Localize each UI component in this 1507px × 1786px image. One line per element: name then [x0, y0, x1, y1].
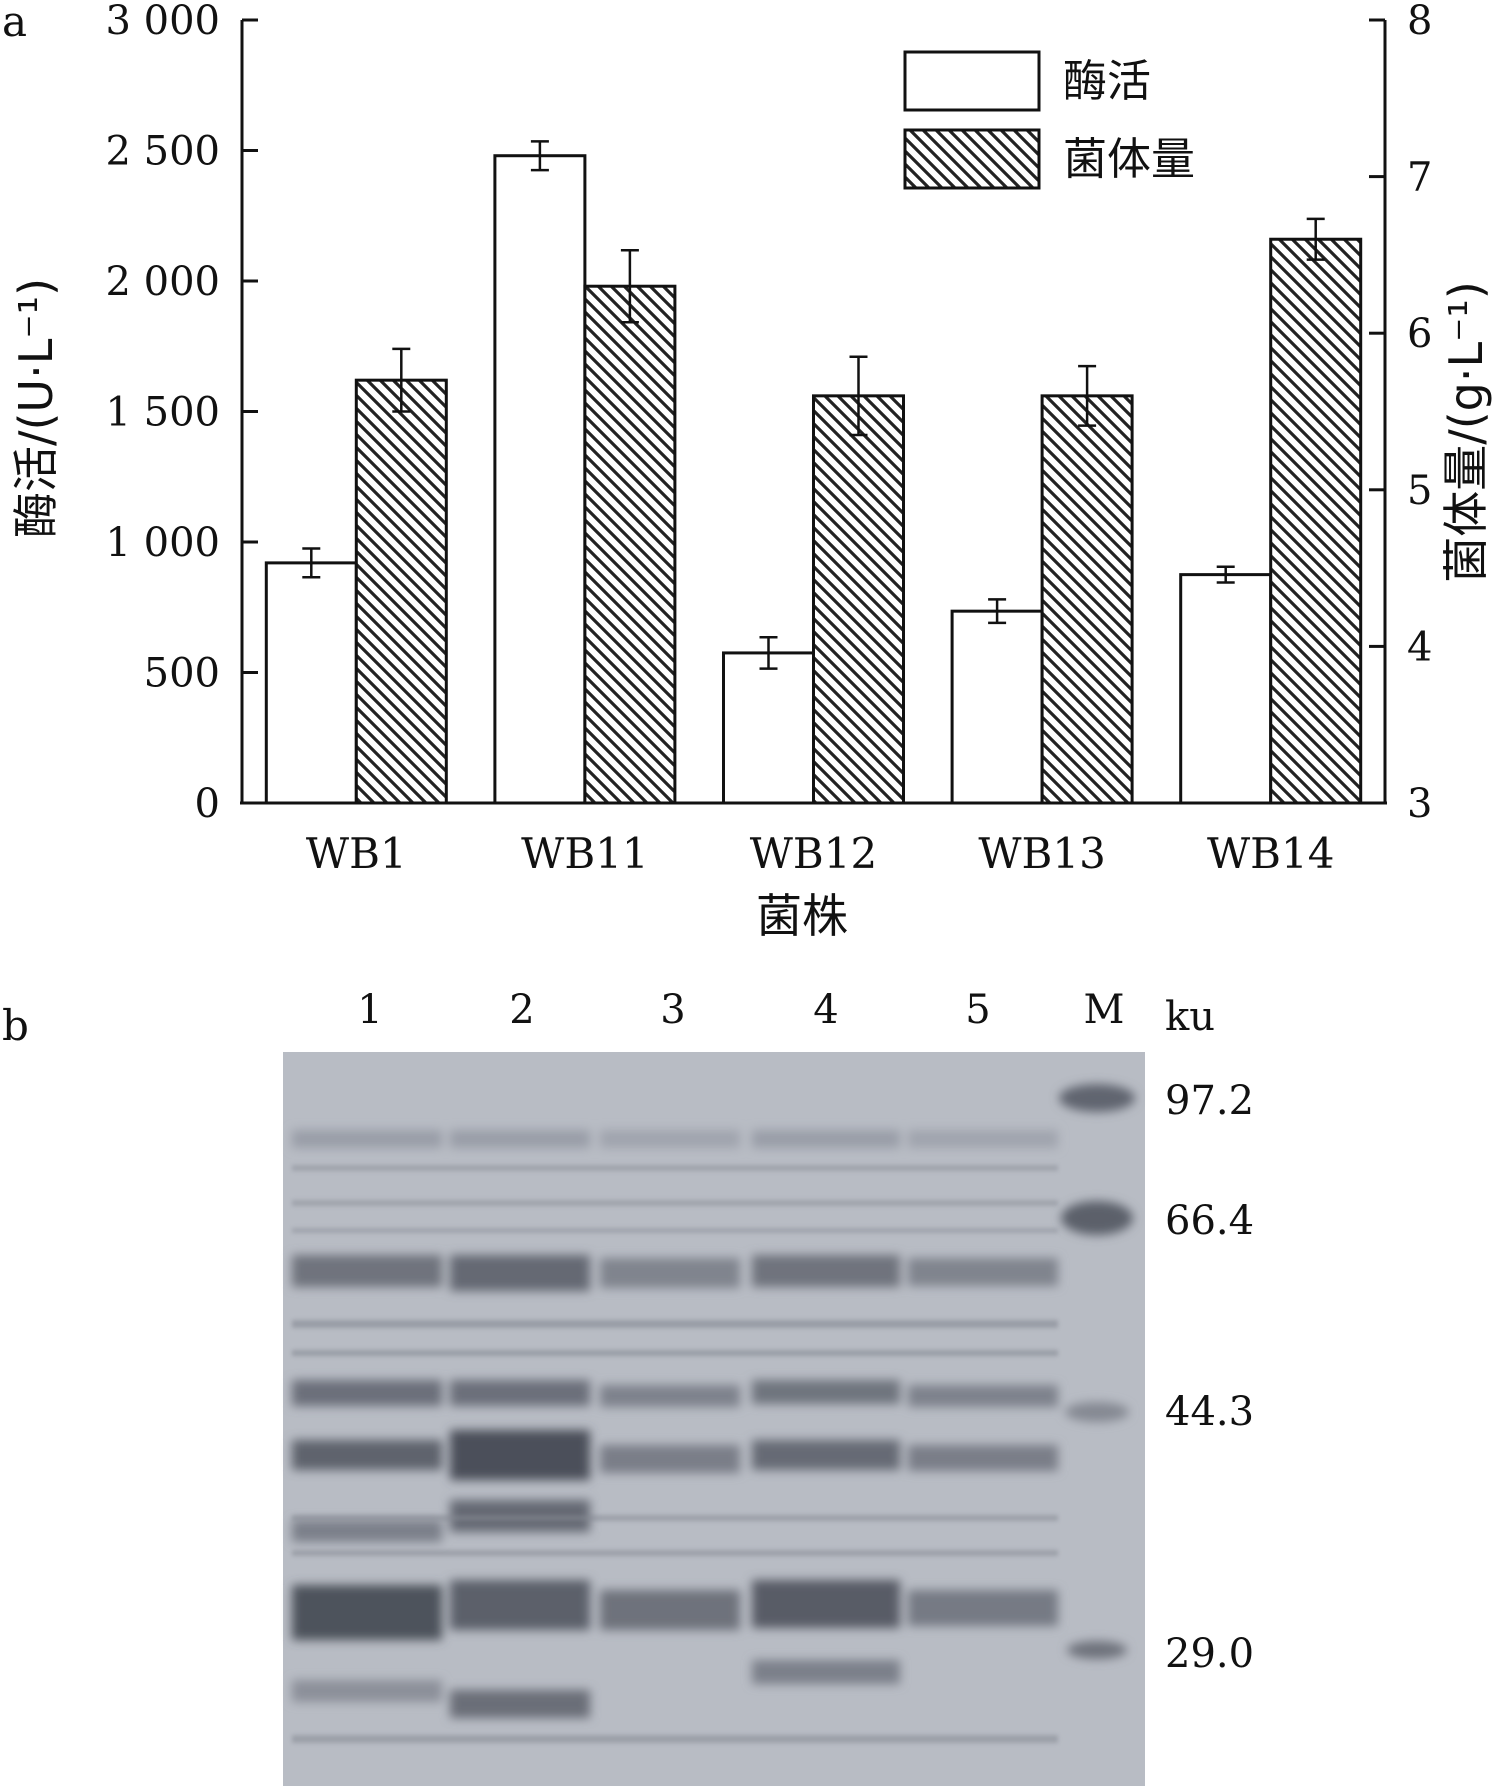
- marker-label-97: 97.2: [1165, 1078, 1254, 1124]
- legend-swatch-open: [903, 50, 1041, 112]
- legend-swatch-hatched: [903, 128, 1041, 190]
- y2-tick-label: 3: [1407, 781, 1432, 827]
- marker-label-66: 66.4: [1165, 1198, 1254, 1244]
- y-tick-label: 1 500: [105, 390, 220, 436]
- legend: 酶活 菌体量: [903, 50, 1195, 190]
- x-tick-label: WB14: [1207, 829, 1334, 878]
- gel-unit-label: ku: [1165, 994, 1215, 1040]
- lane-label-4: 4: [813, 987, 838, 1033]
- bar-activity: [493, 154, 587, 805]
- y-tick-label: 2 500: [105, 129, 220, 175]
- marker-label-44: 44.3: [1165, 1389, 1254, 1435]
- x-tick-label: WB12: [750, 829, 877, 878]
- panel-b-label: b: [2, 1001, 29, 1050]
- gel-panel: 1 2 3 4 5 M ku: [283, 987, 1254, 1786]
- bar-biomass: [583, 284, 677, 805]
- lane-label-5: 5: [965, 987, 990, 1033]
- y-axis-title: 酶活/(U·L⁻¹): [9, 278, 63, 538]
- y-tick-label: 2 000: [105, 259, 220, 305]
- x-axis-title: 菌株: [756, 889, 848, 943]
- y2-tick-label: 5: [1407, 468, 1432, 514]
- y-tick-label: 500: [144, 651, 220, 697]
- x-tick-label: WB1: [306, 829, 407, 878]
- legend-label-biomass: 菌体量: [1063, 134, 1195, 185]
- y2-axis-title: 菌体量/(g·L⁻¹): [1439, 281, 1493, 583]
- y-tick-label: 1 000: [105, 520, 220, 566]
- marker-label-29: 29.0: [1165, 1631, 1254, 1677]
- bars-layer: [264, 140, 1363, 805]
- x-tick-label: WB11: [521, 829, 648, 878]
- y-tick-label: 0: [195, 781, 220, 827]
- y2-tick-label: 4: [1407, 624, 1432, 670]
- bar-activity: [1179, 573, 1273, 805]
- bar-biomass: [354, 378, 448, 805]
- gel-image: [283, 1052, 1145, 1786]
- bar-activity: [264, 561, 358, 805]
- gel-lane-labels: 1 2 3 4 5 M ku: [357, 987, 1215, 1040]
- y2-tick-label: 8: [1407, 0, 1432, 44]
- x-tick-label: WB13: [978, 829, 1105, 878]
- bar-activity: [950, 609, 1044, 805]
- bar-activity: [722, 651, 815, 805]
- lane-label-3: 3: [660, 987, 685, 1033]
- lane-label-marker: M: [1084, 987, 1125, 1033]
- legend-label-activity: 酶活: [1063, 56, 1151, 107]
- bar-biomass: [1269, 237, 1363, 805]
- bar-biomass: [812, 394, 905, 805]
- y-tick-label: 3 000: [105, 0, 220, 44]
- lane-label-1: 1: [357, 987, 382, 1033]
- y2-tick-label: 7: [1407, 155, 1432, 201]
- y2-tick-label: 6: [1407, 311, 1432, 357]
- bar-biomass: [1040, 394, 1134, 805]
- gel-marker-labels: 97.2 66.4 44.3 29.0: [1165, 1078, 1254, 1677]
- ticks-layer: 0 500 1 000 1 500 2 000 2 500 3 000 3 4 5 6 7 8 WB1 WB…: [105, 0, 1432, 878]
- lane-label-2: 2: [509, 987, 534, 1033]
- panel-a-label: a: [2, 0, 27, 46]
